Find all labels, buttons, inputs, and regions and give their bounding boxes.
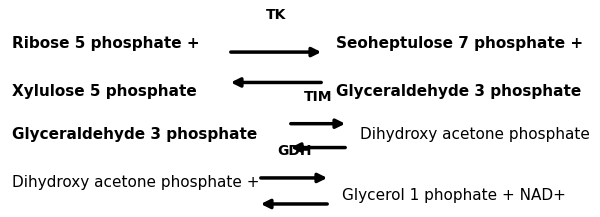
Text: Seoheptulose 7 phosphate +: Seoheptulose 7 phosphate +: [336, 36, 583, 51]
Text: Glycerol 1 phophate + NAD+: Glycerol 1 phophate + NAD+: [342, 188, 566, 203]
Text: Ribose 5 phosphate +: Ribose 5 phosphate +: [12, 36, 200, 51]
Text: Xylulose 5 phosphate: Xylulose 5 phosphate: [12, 84, 197, 99]
Text: TIM: TIM: [304, 90, 332, 104]
Text: Glyceraldehyde 3 phosphate: Glyceraldehyde 3 phosphate: [336, 84, 581, 99]
Text: GDH: GDH: [277, 144, 311, 158]
Text: Dihydroxy acetone phosphate: Dihydroxy acetone phosphate: [360, 127, 590, 142]
Text: Glyceraldehyde 3 phosphate: Glyceraldehyde 3 phosphate: [12, 127, 257, 142]
Text: TK: TK: [266, 8, 286, 22]
Text: Dihydroxy acetone phosphate +: Dihydroxy acetone phosphate +: [12, 175, 260, 190]
